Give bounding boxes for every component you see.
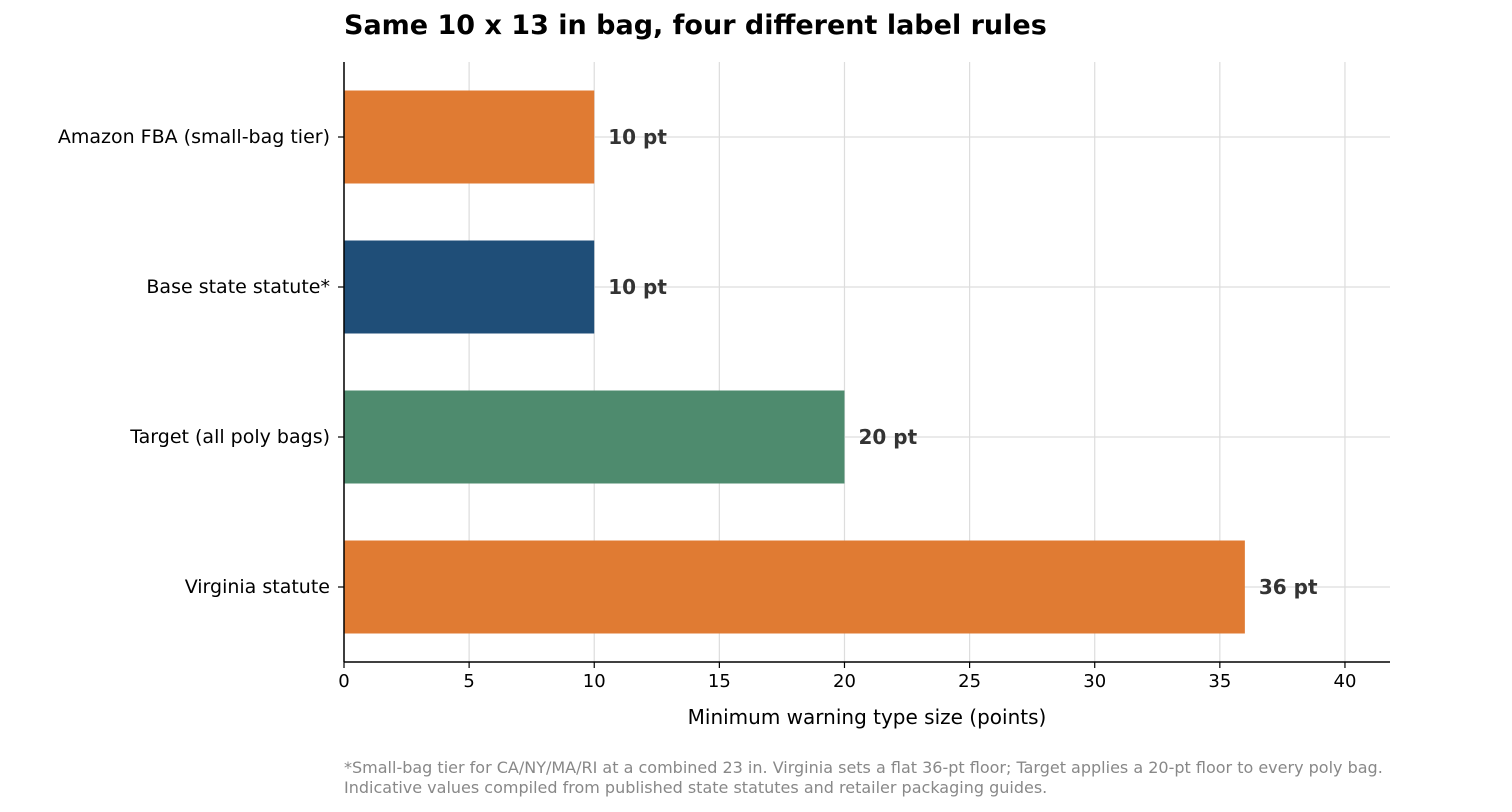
y-tick-label: Target (all poly bags) bbox=[129, 426, 330, 448]
x-axis-title: Minimum warning type size (points) bbox=[688, 705, 1047, 729]
footnote-line-1: *Small-bag tier for CA/NY/MA/RI at a com… bbox=[344, 758, 1383, 777]
x-tick-label: 10 bbox=[583, 671, 606, 692]
bar-value-label: 10 pt bbox=[608, 125, 667, 149]
bar bbox=[344, 240, 595, 334]
y-tick-label: Base state statute* bbox=[146, 276, 330, 298]
footnote-line-2: Indicative values compiled from publishe… bbox=[344, 778, 1048, 797]
chart-title: Same 10 x 13 in bag, four different labe… bbox=[344, 10, 1047, 41]
x-tick-label: 0 bbox=[338, 671, 349, 692]
bar-value-label: 36 pt bbox=[1259, 575, 1318, 599]
bar bbox=[344, 540, 1245, 634]
y-tick-label: Amazon FBA (small-bag tier) bbox=[58, 126, 330, 148]
x-tick-label: 35 bbox=[1208, 671, 1231, 692]
bar bbox=[344, 90, 595, 184]
bar-value-label: 10 pt bbox=[608, 275, 667, 299]
y-tick-label: Virginia statute bbox=[185, 576, 330, 598]
x-tick-label: 20 bbox=[833, 671, 856, 692]
bar-layer bbox=[344, 90, 1245, 634]
footnote: *Small-bag tier for CA/NY/MA/RI at a com… bbox=[344, 758, 1383, 798]
x-tick-label: 40 bbox=[1334, 671, 1357, 692]
x-tick-label: 5 bbox=[463, 671, 474, 692]
axis-layer bbox=[338, 62, 1390, 668]
x-tick-label: 30 bbox=[1083, 671, 1106, 692]
x-tick-label: 15 bbox=[708, 671, 731, 692]
bar-value-label: 20 pt bbox=[858, 425, 917, 449]
label-layer: 10 pt 10 pt 20 pt 36 pt 0 5 10 15 20 25 30 35 40 Amaz… bbox=[58, 125, 1357, 692]
x-tick-label: 25 bbox=[958, 671, 981, 692]
bar bbox=[344, 390, 845, 484]
